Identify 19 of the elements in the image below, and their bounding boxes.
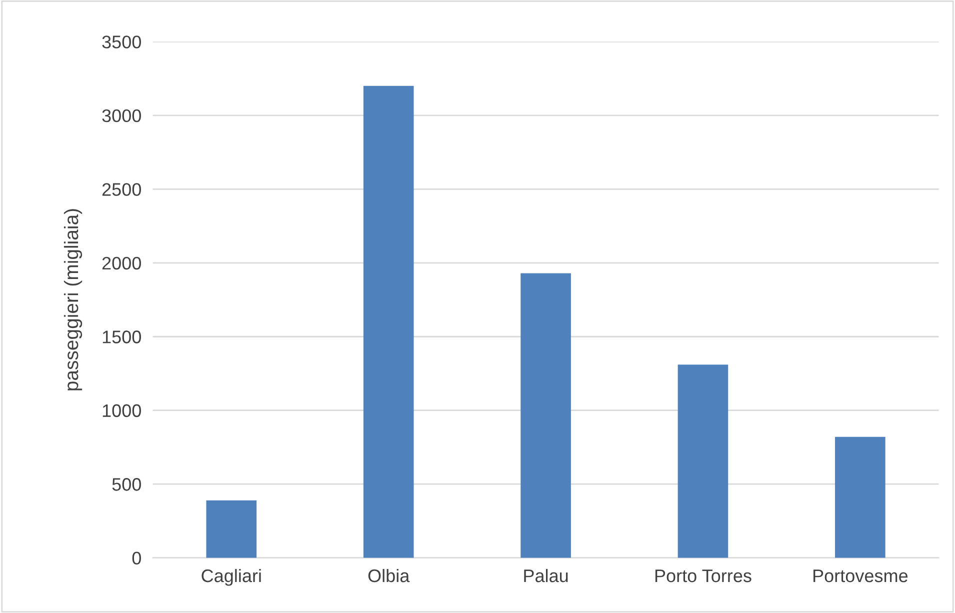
- bar: [206, 500, 257, 558]
- y-tick-label: 2500: [102, 183, 141, 196]
- x-tick-label: Porto Torres: [655, 570, 752, 582]
- bar: [678, 364, 728, 558]
- y-tick-label: 0: [132, 552, 141, 565]
- x-tick-label: Olbia: [368, 568, 410, 582]
- y-tick-label: 3500: [102, 36, 141, 48]
- y-tick-label: 2000: [102, 256, 141, 270]
- bar: [835, 436, 886, 558]
- x-tick-label: Cagliari: [202, 568, 261, 586]
- bar: [363, 86, 414, 558]
- y-tick-label: 1000: [102, 404, 141, 418]
- y-tick-label: 1500: [102, 330, 141, 344]
- y-tick-label: 3000: [102, 109, 141, 122]
- x-tick-label: Portovesme: [813, 570, 908, 582]
- y-tick-label: 500: [112, 478, 141, 491]
- bar: [520, 273, 571, 558]
- x-tick-label: Palau: [524, 568, 568, 582]
- y-axis-title: passeggieri (migliaia): [64, 209, 82, 390]
